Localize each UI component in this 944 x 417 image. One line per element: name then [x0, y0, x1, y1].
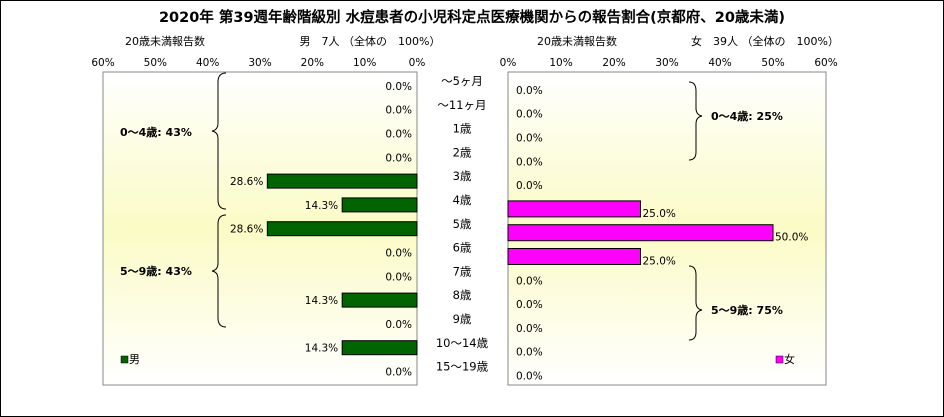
- female-bar: [507, 200, 641, 218]
- male-legend-swatch: [120, 355, 129, 364]
- female-data-label: 0.0%: [516, 180, 543, 192]
- male-bar: [266, 173, 418, 189]
- female-legend-swatch: [775, 355, 784, 364]
- female-data-label: 25.0%: [643, 256, 676, 268]
- male-data-label: 0.0%: [385, 152, 412, 164]
- left-axis-tick: 30%: [248, 57, 271, 69]
- age-category-label: 15～19歳: [436, 360, 489, 374]
- right-axis-tick: 50%: [761, 57, 784, 69]
- right-axis-tick: 10%: [549, 57, 572, 69]
- female-data-label: 50.0%: [775, 232, 808, 244]
- right-bracket-label-5-9: 5～9歳: 75%: [711, 303, 783, 317]
- male-data-label: 0.0%: [385, 105, 412, 117]
- age-category-label: 4歳: [453, 193, 472, 207]
- male-data-label: 14.3%: [305, 200, 338, 212]
- male-data-label: 0.0%: [385, 248, 412, 260]
- age-category-label: 3歳: [453, 169, 472, 183]
- male-data-label: 0.0%: [385, 129, 412, 141]
- male-data-label: 0.0%: [385, 271, 412, 283]
- female-data-label: 0.0%: [516, 275, 543, 287]
- left-axis-tick: 50%: [144, 57, 167, 69]
- female-data-label: 0.0%: [516, 133, 543, 145]
- male-bars: 0.0% 0.0% 0.0% 0.0% 28.6% 14.3% 28.6% 0.0% 0.0% 1…: [230, 81, 418, 379]
- chart-title: 2020年 第39週年齢階級別 水痘患者の小児科定点医療機関からの報告割合(京都…: [159, 8, 785, 26]
- female-data-label: 0.0%: [516, 347, 543, 359]
- left-axis-tick: 20%: [301, 57, 324, 69]
- right-axis-tick: 40%: [708, 57, 731, 69]
- male-data-label: 0.0%: [385, 81, 412, 93]
- female-data-label: 0.0%: [516, 371, 543, 383]
- right-bracket-0-4: [688, 81, 703, 161]
- female-data-label: 0.0%: [516, 85, 543, 97]
- left-axis-tick: 0%: [409, 57, 426, 69]
- age-category-label: 7歳: [453, 264, 472, 278]
- male-data-label: 14.3%: [305, 343, 338, 355]
- right-axis-tick: 20%: [602, 57, 625, 69]
- age-category-labels: ～5ヶ月 ～11ヶ月 1歳 2歳 3歳 4歳 5歳 6歳 7歳 8歳 9歳 10～14歳 15～19歳: [436, 74, 489, 374]
- male-bar: [341, 292, 418, 308]
- left-axis-tick: 10%: [353, 57, 376, 69]
- age-category-label: 6歳: [453, 241, 472, 255]
- male-bar: [341, 197, 418, 213]
- female-data-label: 0.0%: [516, 109, 543, 121]
- left-subtitle-male-total: 男 7人 （全体の 100%）: [300, 34, 441, 48]
- male-bar: [341, 340, 418, 356]
- male-bar: [266, 221, 418, 237]
- left-bracket-5-9: [211, 214, 227, 328]
- female-data-label: 0.0%: [516, 323, 543, 335]
- age-category-label: 8歳: [453, 288, 472, 302]
- age-category-label: 9歳: [453, 312, 472, 326]
- age-category-label: 5歳: [453, 217, 472, 231]
- age-category-label: ～5ヶ月: [441, 74, 483, 88]
- right-axis-tick: 30%: [655, 57, 678, 69]
- age-category-label: 10～14歳: [436, 336, 489, 350]
- female-data-label: 0.0%: [516, 156, 543, 168]
- male-legend-label: 男: [129, 353, 140, 366]
- right-bracket-5-9: [688, 265, 703, 341]
- right-bracket-label-0-4: 0～4歳: 25%: [711, 109, 783, 123]
- male-data-label: 28.6%: [230, 224, 263, 236]
- male-data-label: 28.6%: [230, 176, 263, 188]
- male-data-label: 14.3%: [305, 295, 338, 307]
- age-category-label: 1歳: [453, 122, 472, 136]
- right-axis-tick: 0%: [500, 57, 517, 69]
- axis-ticks: 60% 50% 40% 30% 20% 10% 0% 0% 10% 20% 30% 40% 50% 60%: [91, 57, 837, 69]
- age-category-label: 2歳: [453, 145, 472, 159]
- male-data-label: 0.0%: [385, 319, 412, 331]
- female-data-label: 25.0%: [643, 208, 676, 220]
- female-bar: [507, 224, 774, 242]
- left-bracket-0-4: [211, 72, 227, 210]
- female-bar: [507, 248, 641, 265]
- female-data-label: 0.0%: [516, 299, 543, 311]
- left-axis-tick: 40%: [196, 57, 219, 69]
- left-axis-tick: 60%: [91, 57, 114, 69]
- right-subtitle-female-total: 女 39人 （全体の 100%）: [691, 34, 839, 48]
- female-legend-label: 女: [784, 352, 795, 366]
- right-axis-tick: 60%: [814, 57, 837, 69]
- left-subtitle-count: 20歳未満報告数: [125, 35, 205, 48]
- female-bars: 0.0% 0.0% 0.0% 0.0% 0.0% 25.0% 50.0% 25.0% 0.0% 0…: [507, 85, 808, 383]
- left-bracket-label-0-4: 0～4歳: 43%: [120, 125, 192, 139]
- right-subtitle-count: 20歳未満報告数: [537, 35, 617, 48]
- age-category-label: ～11ヶ月: [437, 98, 486, 112]
- left-bracket-label-5-9: 5～9歳: 43%: [120, 264, 192, 278]
- male-data-label: 0.0%: [385, 367, 412, 379]
